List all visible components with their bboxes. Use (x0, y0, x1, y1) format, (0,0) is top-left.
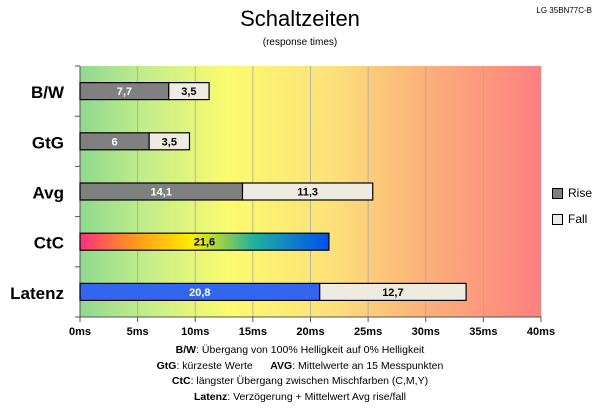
data-label-rise: 20,8 (189, 287, 210, 299)
category-label: GtG (32, 133, 64, 152)
legend: Rise Fall (552, 180, 592, 232)
x-tick-label: 5ms (127, 326, 149, 338)
legend-label-rise: Rise (568, 186, 593, 200)
legend-swatch-rise (552, 187, 563, 199)
data-label-fall: 12,7 (382, 287, 403, 299)
chart-notes: B/W: Übergang von 100% Helligkeit auf 0%… (0, 343, 600, 405)
legend-swatch-fall (552, 213, 563, 225)
note-bw: B/W: Übergang von 100% Helligkeit auf 0%… (175, 344, 425, 356)
data-label-rise: 7,7 (117, 86, 132, 98)
data-label-rise: 6 (112, 136, 118, 148)
bar-fall (148, 132, 191, 151)
legend-label-fall: Fall (568, 212, 588, 226)
data-label-fall: 11,3 (297, 187, 318, 199)
bar-rise (79, 232, 330, 251)
legend-item-fall: Fall (552, 206, 592, 232)
x-tick-label: 15ms (239, 326, 267, 338)
chart-title: Schaltzeiten (240, 6, 360, 31)
x-tick-label: 10ms (181, 326, 209, 338)
note-gtg-avg: GtG: kürzeste Werte AVG: Mittelwerte an … (156, 359, 444, 372)
x-tick-label: 35ms (469, 326, 497, 338)
data-label-fall: 3,5 (162, 136, 177, 148)
data-label-fall: 3,5 (181, 86, 196, 98)
bar-fall (319, 282, 467, 301)
category-label: CtC (34, 234, 64, 253)
note-ctc: CtC: längster Übergang zwischen Mischfar… (171, 375, 429, 387)
x-tick-label: 20ms (296, 326, 324, 338)
response-time-chart: 0ms 5ms 10ms 15ms 20ms 25ms 30ms 35ms 40ms B/W 7,7… (10, 65, 555, 338)
x-tick-label: 40ms (527, 326, 555, 338)
x-tick-label: 30ms (412, 326, 440, 338)
data-label-rise: 14,1 (151, 187, 172, 199)
category-label: Latenz (10, 284, 64, 303)
category-label: Avg (33, 184, 65, 203)
bar-fall (168, 81, 210, 101)
bar-fall (241, 182, 374, 201)
x-tick-label: 0ms (69, 326, 91, 338)
data-label-rise: 21,6 (194, 237, 215, 249)
note-latenz: Latenz: Verzögerung + Mittelwert Avg ris… (194, 390, 406, 403)
category-label: B/W (31, 83, 65, 102)
chart-subtitle: (response times) (262, 37, 338, 48)
plot-area: 0ms 5ms 10ms 15ms 20ms 25ms 30ms 35ms 40ms B/W 7,7… (10, 65, 555, 338)
legend-item-rise: Rise (552, 180, 592, 206)
model-label: LG 35BN77C-B (536, 6, 592, 15)
x-tick-label: 25ms (354, 326, 382, 338)
